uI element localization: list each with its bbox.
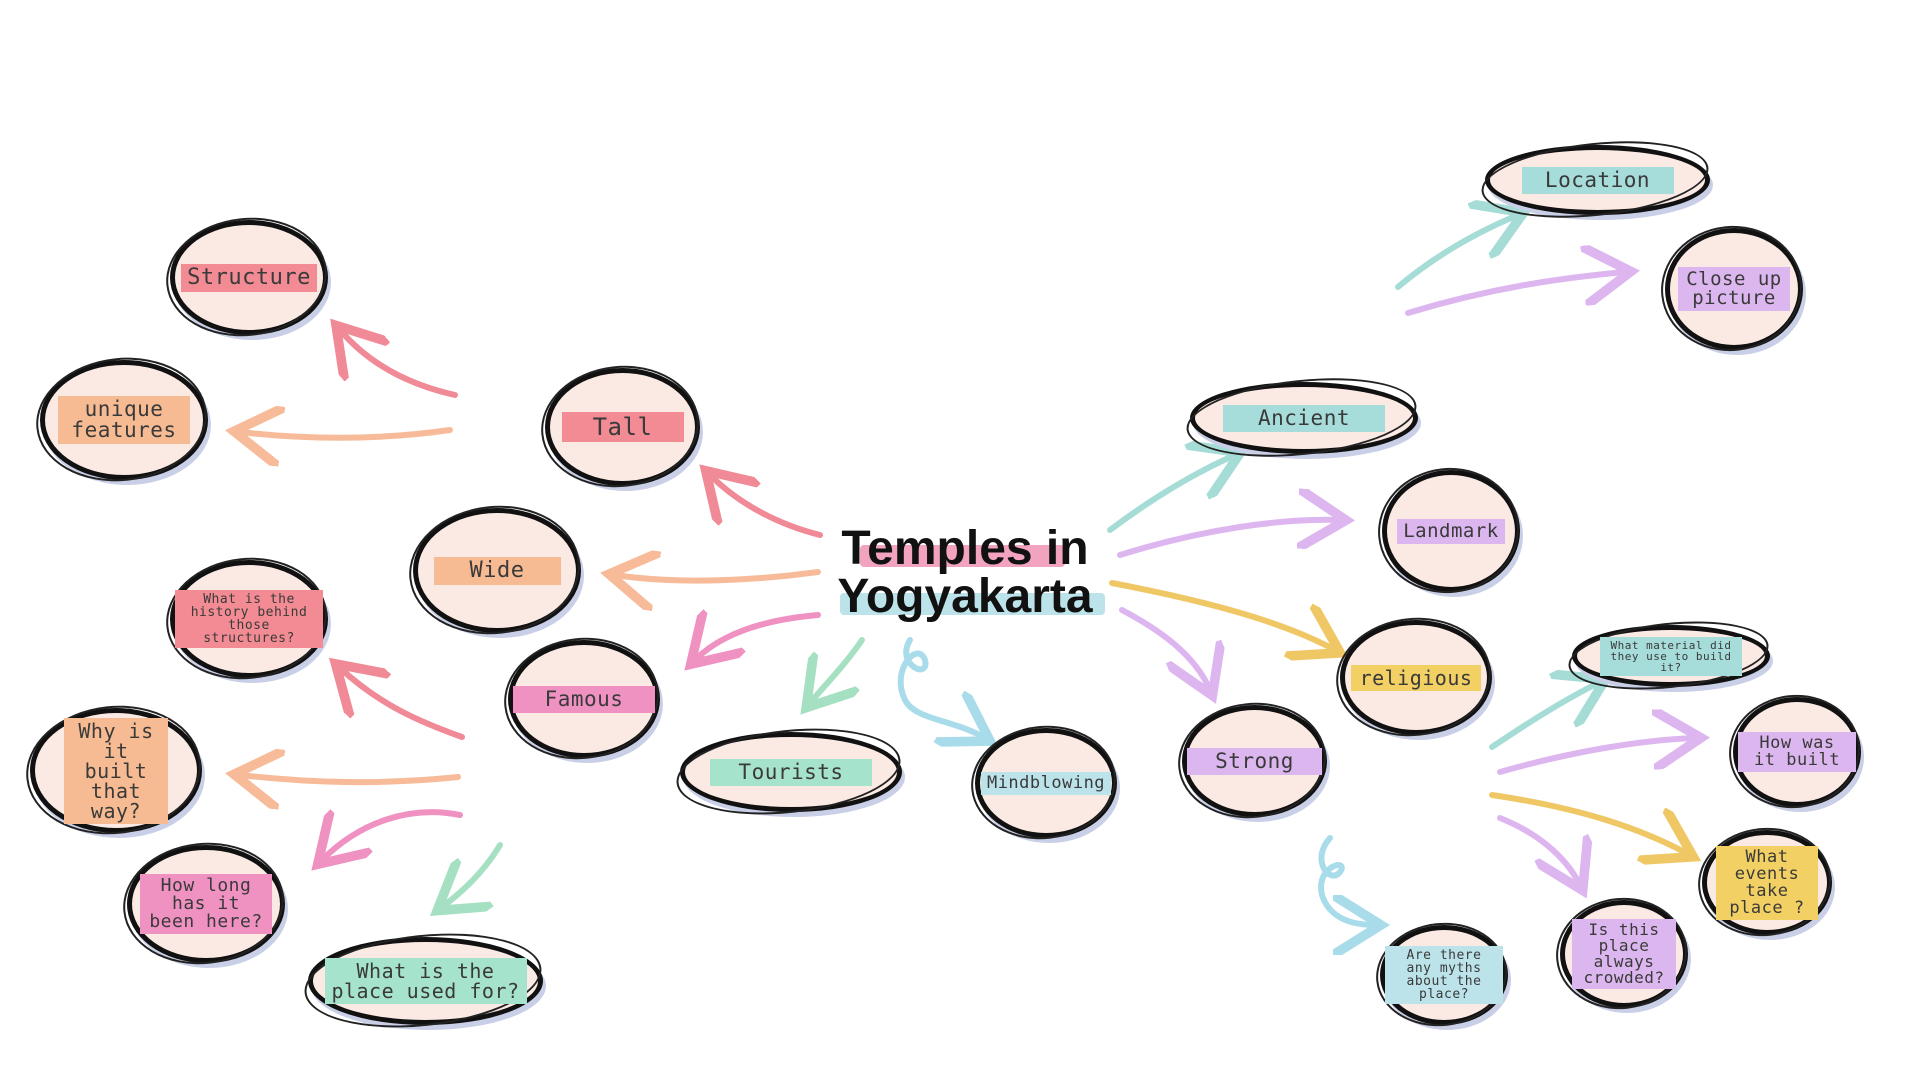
node-label: Strong [1187,747,1322,775]
node-crowded[interactable]: Is this place always crowded? [1550,891,1693,1016]
node-label: religious [1351,664,1481,691]
arrow-to-events [1489,792,1688,854]
node-wide[interactable]: Wide [402,497,587,643]
arrow-to-why-built [240,775,461,782]
arrow-center-to-tall [710,475,823,538]
arrow-to-material [1489,682,1600,750]
node-label: What is the place used for? [324,958,527,1004]
arrow-to-myths [1318,835,1375,925]
node-label: unique features [58,396,190,444]
arrow-center-to-ancient [1107,455,1235,533]
node-how-built[interactable]: How was it built [1723,688,1866,815]
node-landmark[interactable]: Landmark [1371,460,1526,601]
node-label: Famous [513,685,655,713]
node-strong[interactable]: Strong [1172,695,1332,826]
arrow-to-close-up [1405,272,1625,316]
node-label: Structure [181,263,317,292]
node-label: How was it built [1738,732,1856,772]
node-label: Why is it built that way? [64,717,168,824]
node-history[interactable]: What is the history behind those structu… [160,549,333,688]
node-label: What is the history behind those structu… [175,590,323,648]
node-label: Tourists [710,758,872,786]
arrow-center-to-tourists [810,637,865,703]
node-close-up[interactable]: Close up picture [1654,218,1809,359]
node-ancient[interactable]: Ancient [1182,368,1421,467]
node-myths[interactable]: Are there any myths about the place? [1370,916,1513,1033]
node-label: Are there any myths about the place? [1385,946,1503,1004]
center-highlight-top [860,545,1065,567]
central-topic: Temples in Yogyakarta [815,525,1115,621]
node-label: Tall [561,412,684,442]
arrow-to-how-long [322,812,463,860]
node-used-for[interactable]: What is the place used for? [299,922,547,1039]
arrow-center-to-landmark [1117,520,1340,558]
node-unique-features[interactable]: unique features [30,349,213,490]
arrow-to-unique-features [240,430,453,438]
node-material[interactable]: What material did they use to build it? [1565,612,1772,699]
arrow-center-to-strong [1119,607,1210,690]
arrow-to-history [340,668,465,740]
node-structure[interactable]: Structure [160,209,333,345]
arrow-to-crowded [1497,815,1580,885]
node-label: Location [1521,166,1674,194]
central-topic-line2: Yogyakarta [837,570,1093,623]
node-location[interactable]: Location [1477,131,1713,228]
arrow-to-location [1395,215,1518,290]
node-label: What events take place ? [1716,845,1818,920]
arrow-to-used-for [442,842,503,907]
node-label: Close up picture [1678,267,1790,311]
arrow-center-to-wide [615,572,821,581]
node-mindblowing[interactable]: Mindblowing [965,718,1122,847]
central-topic-line1: Temples in [841,522,1089,575]
center-highlight-bottom [840,593,1105,615]
node-label: How long has it been here? [140,874,272,934]
arrow-center-to-famous [695,615,821,660]
node-label: Ancient [1223,404,1385,432]
node-label: Mindblowing [980,771,1112,795]
arrow-to-structure [340,330,458,398]
arrow-center-to-religious [1109,580,1335,650]
node-events[interactable]: What events take place ? [1692,821,1837,943]
node-label: What material did they use to build it? [1600,636,1742,676]
node-why-built[interactable]: Why is it built that way? [19,697,208,843]
node-tourists[interactable]: Tourists [672,718,905,825]
node-famous[interactable]: Famous [498,630,665,767]
node-how-long[interactable]: How long has it been here? [117,834,290,973]
arrow-to-how-built [1497,738,1695,775]
arrow-center-to-mindblowing [897,637,985,738]
node-label: Wide [433,556,561,585]
node-tall[interactable]: Tall [535,358,705,495]
node-label: Is this place always crowded? [1572,919,1676,989]
node-label: Landmark [1397,518,1505,544]
node-religious[interactable]: religious [1330,610,1497,744]
